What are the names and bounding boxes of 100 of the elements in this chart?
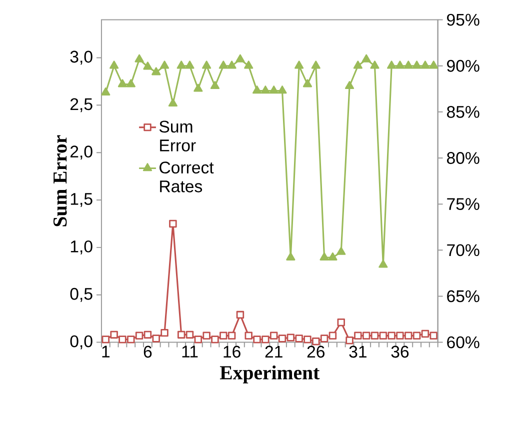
- point: [396, 332, 404, 340]
- point: [354, 332, 362, 340]
- point: [177, 330, 186, 338]
- point: [362, 54, 371, 62]
- point: [110, 60, 119, 69]
- point: [102, 335, 110, 344]
- point: [336, 246, 346, 255]
- point: [328, 252, 338, 260]
- point: [135, 332, 144, 340]
- point: [160, 328, 168, 336]
- point: [194, 84, 203, 92]
- point: [244, 332, 252, 340]
- point: [404, 332, 412, 340]
- y-axis-title: Sum Error: [53, 135, 67, 226]
- point: [169, 220, 177, 228]
- point: [404, 60, 413, 69]
- y2-tick-label: 90%: [447, 60, 480, 72]
- point: [152, 334, 160, 342]
- point: [236, 54, 245, 62]
- point: [337, 318, 345, 326]
- point: [202, 332, 210, 340]
- point: [186, 330, 194, 338]
- point: [211, 335, 219, 344]
- point: [210, 80, 220, 89]
- point: [353, 60, 362, 69]
- point: [118, 78, 128, 88]
- point: [395, 60, 405, 69]
- point: [144, 330, 152, 338]
- x-tick-label: 26: [307, 346, 324, 358]
- point: [110, 330, 118, 338]
- point: [379, 332, 388, 340]
- point: [228, 332, 236, 340]
- y-tick-label: 2,5: [70, 98, 92, 112]
- point: [253, 335, 261, 344]
- point: [295, 334, 303, 342]
- legend-label: Correct Rates: [160, 161, 214, 192]
- y2-tick-label: 60%: [447, 336, 480, 348]
- legend-label: Sum Error: [159, 120, 196, 152]
- y-tick-label: 0,0: [70, 335, 92, 350]
- point: [185, 60, 194, 69]
- point: [262, 335, 270, 344]
- point: [311, 60, 320, 69]
- point: [429, 60, 438, 69]
- point: [252, 85, 262, 94]
- y-tick-label: 0,5: [70, 288, 92, 302]
- y-tick-label: 1,5: [70, 192, 92, 207]
- point: [286, 333, 295, 342]
- point: [218, 60, 228, 69]
- point: [387, 60, 396, 69]
- point: [346, 336, 354, 344]
- point: [194, 335, 202, 344]
- point: [236, 310, 244, 318]
- point: [388, 332, 396, 340]
- point: [412, 332, 421, 340]
- point: [127, 335, 135, 344]
- point: [328, 332, 337, 340]
- point: [168, 98, 178, 106]
- point: [176, 60, 186, 69]
- point: [244, 60, 254, 69]
- point: [118, 335, 126, 344]
- point: [278, 85, 287, 94]
- point: [202, 60, 212, 69]
- y2-tick-label: 70%: [447, 244, 480, 256]
- point: [143, 61, 152, 70]
- x-tick-label: 16: [224, 346, 240, 358]
- y2-tick-label: 75%: [447, 198, 480, 210]
- point: [312, 337, 320, 346]
- point: [220, 332, 228, 340]
- point: [286, 252, 296, 260]
- point: [420, 60, 430, 69]
- point: [269, 85, 278, 94]
- x-tick-label: 21: [265, 346, 282, 358]
- x-tick-label: 31: [349, 346, 366, 358]
- point: [294, 60, 304, 69]
- point: [412, 60, 422, 69]
- point: [421, 330, 430, 338]
- y2-tick-label: 95%: [447, 14, 480, 26]
- point: [370, 332, 379, 340]
- point: [302, 78, 312, 88]
- point: [134, 54, 144, 62]
- point: [152, 66, 161, 76]
- point: [304, 335, 312, 344]
- x-tick-label: 6: [144, 346, 152, 358]
- x-tick-label: 11: [182, 346, 198, 358]
- point: [344, 80, 354, 89]
- point: [227, 60, 236, 69]
- y2-tick-label: 65%: [447, 290, 480, 302]
- y-tick-label: 3,0: [70, 50, 92, 64]
- x-tick-label: 36: [391, 346, 409, 358]
- point: [270, 332, 278, 340]
- x-tick-label: 1: [102, 346, 110, 358]
- y2-tick-label: 85%: [446, 106, 480, 118]
- point: [260, 85, 270, 94]
- point: [378, 260, 388, 268]
- point: [126, 78, 136, 88]
- point: [278, 334, 286, 342]
- y-tick-label: 1,0: [70, 240, 92, 254]
- point: [101, 87, 110, 96]
- x-axis-title: Experiment: [220, 365, 320, 384]
- point: [362, 332, 370, 340]
